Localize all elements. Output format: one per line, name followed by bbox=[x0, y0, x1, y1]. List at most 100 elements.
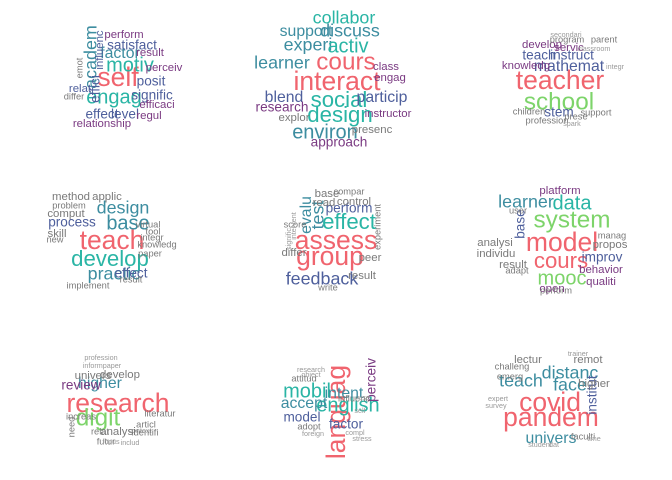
word-school: school bbox=[524, 88, 594, 115]
word-emerg: emerg bbox=[497, 371, 523, 381]
word-emot: emot bbox=[74, 57, 84, 78]
word-motiv: motiv bbox=[106, 54, 154, 76]
word-write: write bbox=[317, 282, 338, 292]
word-languag: languag bbox=[321, 365, 351, 459]
word-virtual: virtual bbox=[136, 219, 161, 229]
word-effect: effect bbox=[85, 107, 118, 122]
word-attitud: attitud bbox=[291, 373, 316, 383]
word-perform: perform bbox=[326, 201, 373, 216]
word-assess: assess bbox=[295, 225, 377, 255]
word-class: class bbox=[373, 61, 399, 73]
word-base: base bbox=[106, 212, 149, 234]
word-collabor: collabor bbox=[313, 8, 376, 28]
word-context: context bbox=[128, 426, 151, 435]
word-use: use bbox=[358, 393, 370, 402]
word-develop: develop bbox=[100, 369, 140, 381]
word-time: time bbox=[587, 434, 601, 443]
word-digit: digit bbox=[76, 404, 121, 431]
word-compar: compar bbox=[333, 186, 364, 196]
word-english: english bbox=[316, 394, 379, 416]
word-effici: effici bbox=[88, 75, 103, 103]
word-result: result bbox=[120, 274, 143, 284]
wordcloud-panel-1: self motiv engag academ factor satisfact perfo… bbox=[6, 2, 230, 162]
word-teach: teach bbox=[80, 225, 145, 255]
word-develop: develop bbox=[71, 246, 149, 271]
word-distanc: distanc bbox=[542, 363, 599, 383]
word-improv: improv bbox=[582, 250, 623, 265]
word-knowledg: knowledg bbox=[502, 60, 550, 72]
word-blend: blend bbox=[265, 89, 304, 106]
word-parent: parent bbox=[591, 34, 618, 44]
word-approach: approach bbox=[311, 135, 368, 150]
word-trainer: trainer bbox=[568, 349, 589, 358]
word-research: research bbox=[297, 365, 325, 374]
word-propos: propos bbox=[593, 239, 628, 251]
word-control: control bbox=[337, 196, 371, 208]
word-cours: cours bbox=[316, 48, 375, 75]
word-covid: covid bbox=[519, 387, 581, 417]
word-informpaper: informpaper bbox=[83, 361, 122, 370]
word-dat: dat bbox=[549, 440, 559, 449]
word-effect: effect bbox=[322, 209, 376, 234]
word-experiment: experiment bbox=[372, 204, 382, 250]
word-academ: academ bbox=[81, 25, 101, 89]
word-expert: expert bbox=[488, 394, 508, 403]
word-engag: engag bbox=[86, 86, 142, 108]
word-research: research bbox=[256, 100, 309, 115]
word-pandem: pandem bbox=[503, 402, 599, 432]
word-prese: prese bbox=[564, 111, 587, 121]
word-model: model bbox=[283, 410, 320, 425]
word-research: research bbox=[66, 388, 169, 418]
word-challeng: challeng bbox=[495, 361, 530, 371]
word-differ: differ bbox=[281, 247, 306, 259]
word-perceiv: perceiv bbox=[146, 62, 183, 74]
word-review: review bbox=[61, 378, 100, 393]
word-posit: posit bbox=[137, 74, 166, 89]
word-instructor: instructor bbox=[365, 108, 412, 120]
wordcloud-panel-8: languag english mobil accept intent perceiv fa… bbox=[224, 320, 448, 480]
word-particip: particip bbox=[357, 89, 408, 106]
word-survey: survey bbox=[485, 401, 507, 410]
word-base: base bbox=[315, 188, 340, 200]
word-teach: teach bbox=[522, 48, 555, 63]
wordcloud-panel-9: covid pandem distanc face teach univers instit… bbox=[446, 320, 670, 480]
word-practic: practic bbox=[88, 264, 141, 284]
word-tool: tool bbox=[146, 226, 161, 236]
word-group: group bbox=[296, 241, 364, 271]
word-engag: engag bbox=[374, 72, 406, 84]
word-explor: explor bbox=[278, 112, 309, 124]
word-literatur: literatur bbox=[144, 408, 175, 418]
word-spark: spark bbox=[563, 119, 581, 128]
word-efficaci: efficaci bbox=[139, 99, 174, 111]
word-behavior: behavior bbox=[579, 264, 623, 276]
word-univers: univers bbox=[526, 430, 577, 447]
word-user: user bbox=[509, 205, 527, 215]
word-develop: develop bbox=[522, 39, 562, 51]
word-result: result bbox=[348, 270, 377, 282]
word-higher: higher bbox=[578, 378, 610, 390]
word-faculti: faculti bbox=[571, 431, 595, 441]
word-relationship: relationship bbox=[73, 118, 131, 130]
word-peer: peer bbox=[359, 252, 382, 264]
word-applic: applic bbox=[92, 191, 122, 203]
word-cours: cours bbox=[534, 248, 588, 273]
word-lectur: lectur bbox=[514, 354, 542, 366]
word-effect: effect bbox=[114, 266, 147, 281]
word-social: social bbox=[311, 87, 368, 112]
word-increas: increas bbox=[66, 411, 96, 421]
word-paper: paper bbox=[138, 248, 162, 258]
wordcloud-panel-3: teacher school mathemat instruct servic teach… bbox=[446, 2, 670, 162]
word-problem: problem bbox=[52, 200, 86, 210]
word-foreign: foreign bbox=[302, 429, 324, 438]
word-compl: compl bbox=[345, 428, 365, 437]
word-process: process bbox=[48, 215, 96, 230]
word-experi: experi bbox=[284, 35, 333, 55]
wordcloud-panel-6: model system cours data learner mooc platform b… bbox=[446, 160, 670, 320]
word-base: base bbox=[513, 209, 528, 238]
word-test: test bbox=[308, 201, 328, 230]
word-evalu: evalu bbox=[298, 196, 315, 234]
